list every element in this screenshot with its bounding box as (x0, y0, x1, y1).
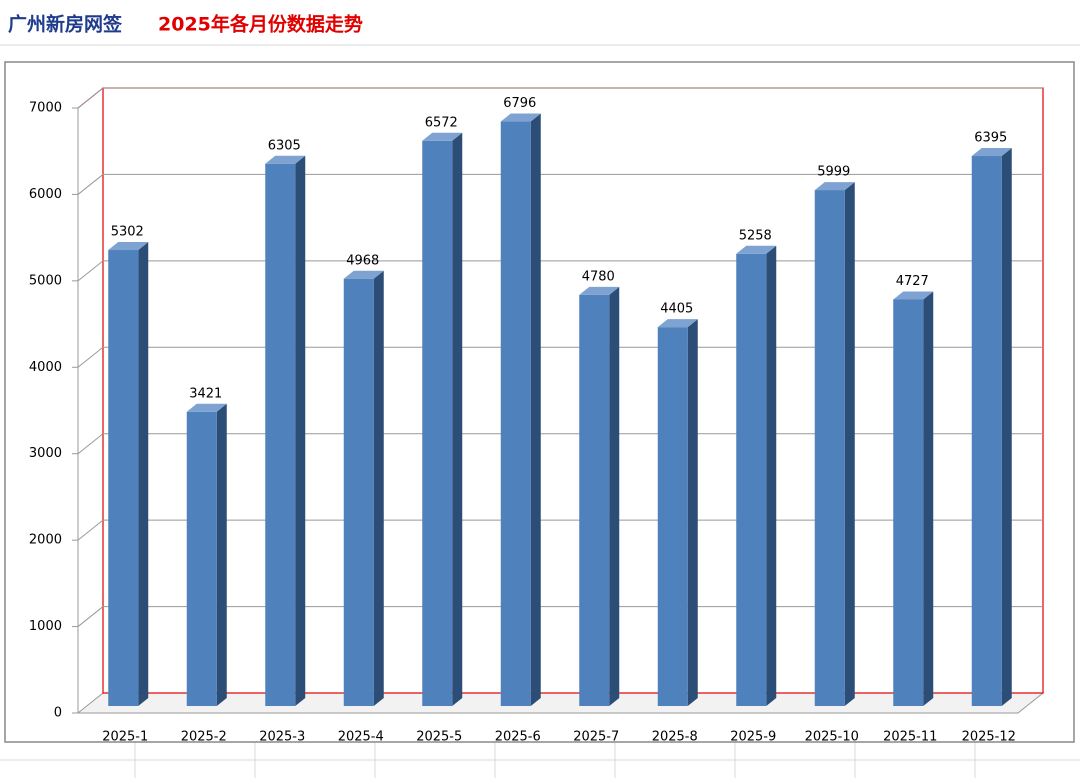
value-label: 4727 (896, 274, 929, 289)
bar (736, 253, 767, 706)
y-tick-label: 3000 (29, 446, 62, 461)
y-tick-label: 5000 (29, 273, 62, 288)
value-label: 5999 (817, 165, 850, 180)
value-label: 3421 (189, 386, 222, 401)
y-tick-label: 0 (54, 706, 62, 721)
grid-line-side (77, 87, 104, 109)
grid-line-side (77, 174, 104, 195)
bar-side (766, 245, 777, 706)
bar-top (265, 155, 306, 164)
chart-title: 广州新房网签 (8, 13, 123, 36)
x-tick-label: 2025-7 (573, 730, 619, 745)
y-tick-label: 2000 (29, 533, 62, 548)
x-tick-label: 2025-6 (495, 730, 541, 745)
bar-side (609, 286, 620, 706)
y-tick-label: 4000 (29, 360, 62, 375)
value-label: 4405 (660, 302, 693, 317)
bar (971, 156, 1002, 706)
x-tick-label: 2025-4 (338, 730, 384, 745)
bar-side (452, 132, 463, 707)
bar-top (186, 403, 227, 412)
sheet-grid (0, 44, 1080, 778)
bar-side (530, 113, 541, 706)
x-tick-label: 2025-12 (962, 730, 1016, 745)
x-tick-label: 2025-9 (730, 730, 776, 745)
grid-line-side (77, 260, 104, 282)
bar-side (687, 319, 698, 706)
bar (657, 327, 688, 706)
bar (186, 411, 217, 706)
value-label: 6395 (974, 131, 1007, 146)
bar-side (373, 270, 384, 706)
y-tick-label: 7000 (29, 101, 62, 116)
bar-side (216, 403, 227, 706)
x-tick-label: 2025-11 (883, 730, 937, 745)
bar (500, 121, 531, 706)
bar-side (295, 155, 306, 706)
bar-top (814, 182, 855, 191)
value-label: 4780 (582, 269, 615, 284)
chart-subtitle: 2025年各月份数据走势 (158, 13, 363, 36)
bar (579, 294, 610, 706)
bar (108, 250, 139, 706)
value-label: 6796 (503, 96, 536, 111)
y-tick-label: 1000 (29, 619, 62, 634)
bar-top (422, 132, 463, 141)
bar-top (108, 242, 149, 251)
grid-line-side (77, 519, 104, 541)
bar-top (500, 113, 541, 122)
bar (422, 140, 453, 707)
bar-top (893, 291, 934, 300)
x-tick-label: 2025-5 (416, 730, 462, 745)
grid-line-side (77, 346, 104, 368)
bar-top (579, 286, 620, 295)
bar-top (657, 319, 698, 328)
grid-line-side (77, 433, 104, 455)
value-label: 6572 (425, 115, 458, 130)
bar (265, 163, 296, 706)
y-tick-label: 6000 (29, 187, 62, 202)
value-label: 4968 (346, 253, 379, 268)
x-tick-label: 2025-1 (102, 730, 148, 745)
bar-top (343, 270, 384, 279)
bar (814, 190, 845, 706)
x-tick-label: 2025-2 (181, 730, 227, 745)
x-tick-label: 2025-8 (652, 730, 698, 745)
bar-side (138, 242, 149, 706)
bar-side (1001, 148, 1012, 706)
value-label: 5302 (111, 225, 144, 240)
bar-top (971, 148, 1012, 157)
bar-side (844, 182, 855, 706)
bar (343, 278, 374, 706)
bar (893, 299, 924, 706)
bar-side (923, 291, 934, 706)
x-tick-label: 2025-3 (259, 730, 305, 745)
grid-line-side (77, 606, 104, 627)
x-tick-label: 2025-10 (805, 730, 859, 745)
bar-top (736, 245, 777, 254)
value-label: 6305 (268, 138, 301, 153)
value-label: 5258 (739, 228, 772, 243)
